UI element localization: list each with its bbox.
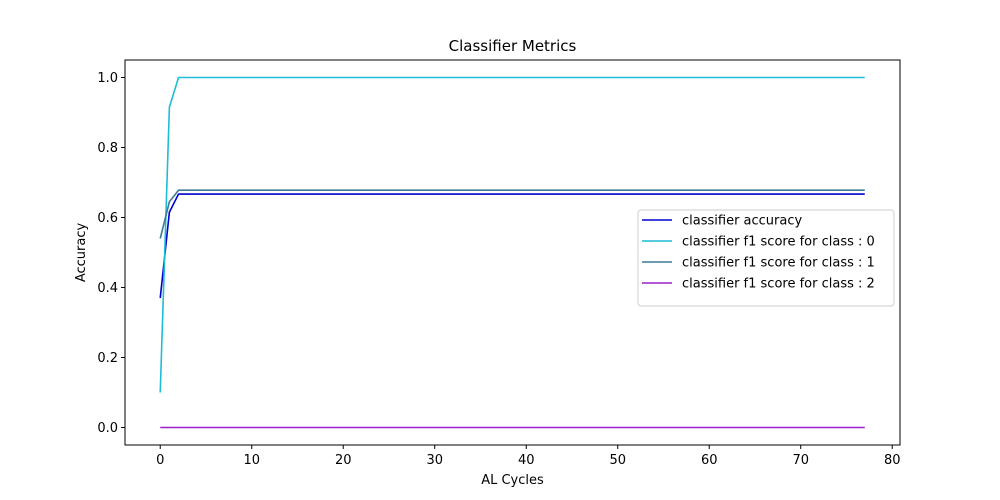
y-tick-label: 0.4 xyxy=(97,281,118,296)
x-tick-label: 20 xyxy=(335,453,352,468)
y-axis-label: Accuracy xyxy=(74,223,89,283)
x-tick-label: 10 xyxy=(243,453,260,468)
x-tick-label: 30 xyxy=(426,453,443,468)
y-tick-label: 0.2 xyxy=(97,351,118,366)
x-tick-label: 60 xyxy=(701,453,718,468)
legend-label: classifier f1 score for class : 2 xyxy=(682,277,875,292)
x-tick-label: 70 xyxy=(792,453,809,468)
y-tick-label: 1.0 xyxy=(97,71,118,86)
x-axis-label: AL Cycles xyxy=(481,473,544,488)
axes-frame xyxy=(124,59,901,446)
x-tick-label: 40 xyxy=(518,453,535,468)
legend-label: classifier accuracy xyxy=(682,214,803,229)
x-tick-label: 80 xyxy=(884,453,901,468)
y-tick-label: 0.0 xyxy=(97,421,118,436)
y-tick-label: 0.8 xyxy=(97,141,118,156)
legend-label: classifier f1 score for class : 1 xyxy=(682,256,875,271)
y-tick-label: 0.6 xyxy=(97,211,118,226)
legend: classifier accuracy classifier f1 score f… xyxy=(637,209,895,307)
chart-title: Classifier Metrics xyxy=(449,37,577,55)
x-tick-label: 50 xyxy=(609,453,626,468)
series-line-1 xyxy=(159,76,865,393)
series-line-0 xyxy=(159,193,865,299)
x-tick-label: 0 xyxy=(156,453,164,468)
series-line-2 xyxy=(159,189,865,239)
axis-ticks: 0 10 20 30 40 50 60 70 80 0.0 0.2 0.4 0.6 0.8 1.0 xyxy=(97,71,900,468)
legend-label: classifier f1 score for class : 0 xyxy=(682,235,875,250)
plot-area xyxy=(124,59,901,446)
legend-box xyxy=(637,209,895,307)
